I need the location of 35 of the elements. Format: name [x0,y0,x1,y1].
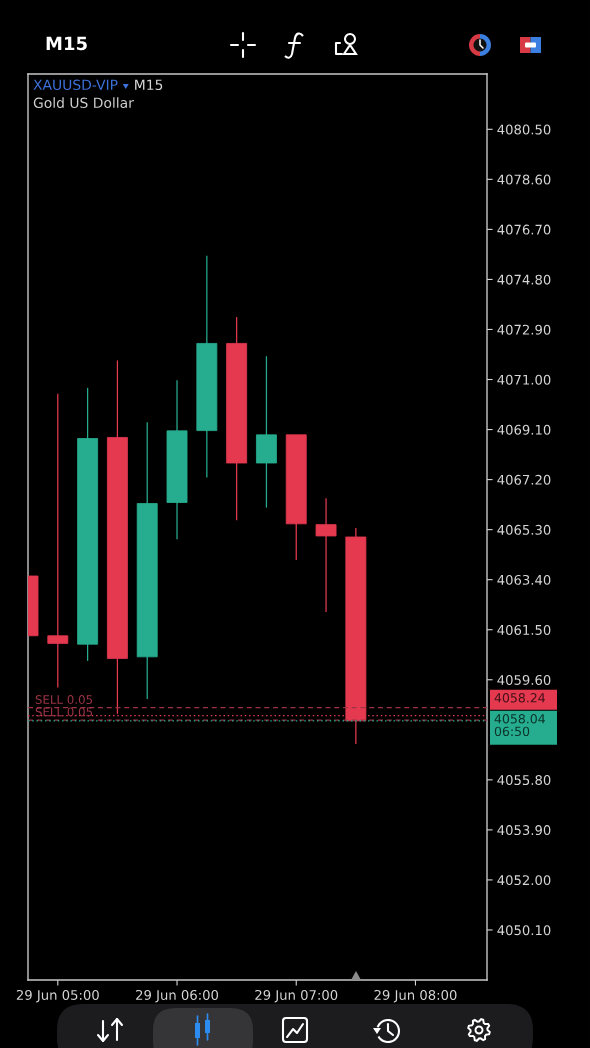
candlestick [226,316,248,521]
chart-title: XAUUSD-VIP [33,79,118,91]
candlestick [136,422,158,700]
ref-line-label: SELL 0.05 [35,695,93,704]
y-tick-label: 4069.10 [497,424,551,435]
annotation: M15 [135,79,163,91]
y-tick-label: 4061.50 [497,624,551,635]
x-tick-label: 29 Jun 08:00 [374,989,457,1003]
x-tick-label: 29 Jun 06:00 [136,989,219,1003]
candlestick [285,434,307,561]
y-tick-label: 4055.80 [497,775,551,786]
y-tick-label: 4072.90 [497,324,551,335]
text: M15 [46,36,87,51]
y-tick-label: 4053.90 [497,825,551,836]
y-tick-label: 4071.00 [497,374,551,385]
candlestick [256,356,277,508]
y-tick-label: 4052.00 [497,875,551,886]
candlestick [166,380,188,540]
x-tick-label: 29 Jun 07:00 [255,989,338,1003]
candlestick [47,393,69,688]
candlestick [196,255,218,478]
y-tick-label: 4080.50 [497,124,551,135]
ref-line-label: 4058.04 06:50 [494,714,545,737]
candlestick [315,498,337,612]
y-tick-label: 4063.40 [497,574,551,585]
x-tick-label: 29 Jun 05:00 [16,989,99,1003]
y-tick-label: 4059.60 [497,674,551,685]
y-tick-label: 4067.20 [497,474,551,485]
y-tick-label: 4078.60 [497,174,551,185]
text: Gold US Dollar [33,97,134,109]
y-tick-label: 4074.80 [497,274,551,285]
y-tick-label: 4065.30 [497,524,551,535]
ref-line-label: 4058.24 [494,693,545,703]
y-tick-label: 4050.10 [497,925,551,936]
y-tick-label: 4076.70 [497,224,551,235]
